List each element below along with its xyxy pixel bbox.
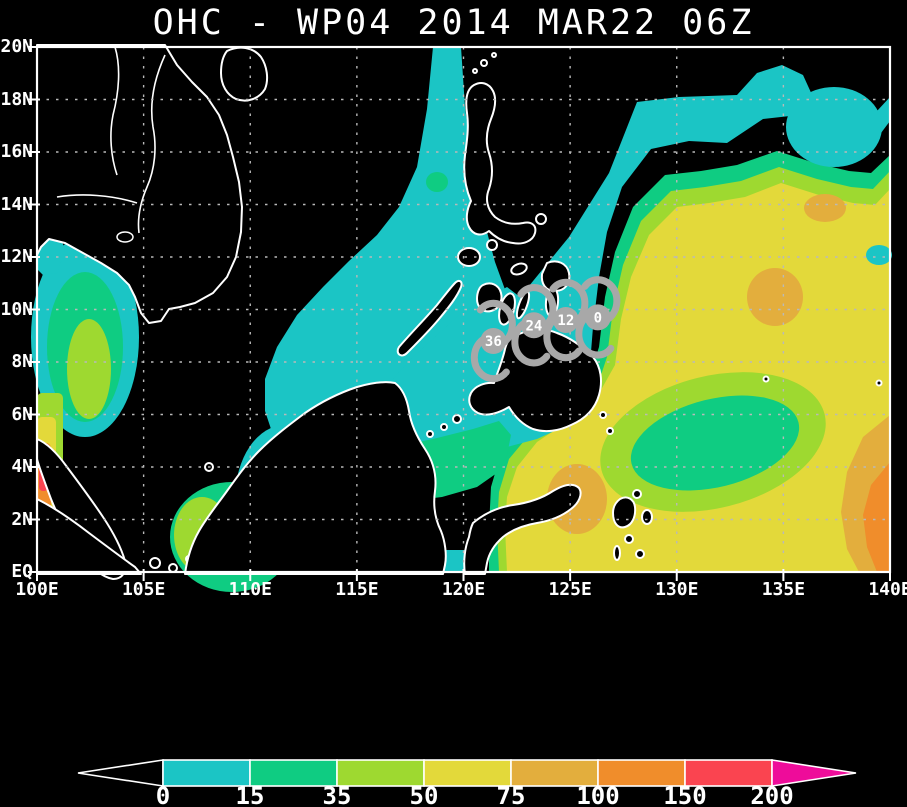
- lat-tick-label: 12N: [0, 246, 33, 267]
- colorbar-tick-label: 100: [576, 782, 619, 807]
- lat-tick-label: 16N: [0, 141, 33, 162]
- storm-symbol-24h: 24: [511, 284, 557, 367]
- lat-tick-label: 4N: [11, 456, 33, 477]
- lon-tick-label: 105E: [121, 579, 166, 600]
- cyclone-arm-icon: [575, 312, 615, 359]
- colorbar-tick-label: 15: [236, 782, 265, 807]
- lon-tick-label: 110E: [228, 579, 272, 600]
- colorbar-segment: [336, 759, 425, 787]
- cyclone-center-icon: [520, 312, 547, 339]
- colorbar-segment: [249, 759, 338, 787]
- lon-tick-label: 135E: [761, 579, 806, 600]
- lon-tick-label: 125E: [548, 579, 592, 600]
- cyclone-arm-icon: [549, 278, 589, 325]
- colorbar-over-arrow: [771, 759, 857, 787]
- colorbar-tick-label: 35: [323, 782, 352, 807]
- ohc-map-figure: 36 24 12 0: [28, 44, 892, 592]
- forecast-hour-label: 36: [485, 334, 502, 350]
- lat-tick-label: 6N: [11, 403, 33, 425]
- colorbar-tick-label: 0: [156, 782, 170, 807]
- page-title: OHC - WP04 2014 MAR22 06Z: [152, 3, 755, 43]
- colorbar-segment: [597, 759, 686, 787]
- colorbar-tick-label: 150: [663, 782, 706, 807]
- lon-tick-label: 115E: [335, 579, 379, 600]
- lon-tick-label: 140E: [868, 579, 907, 600]
- cyclone-arm-icon: [470, 336, 510, 383]
- colorbar-tick-label: 50: [410, 782, 439, 807]
- colorbar-segment: [423, 759, 512, 787]
- cyclone-arm-icon: [517, 284, 557, 330]
- lat-tick-label: 14N: [0, 193, 33, 215]
- map-frame: [28, 45, 892, 581]
- cyclone-center-icon: [552, 307, 579, 333]
- colorbar-tick-label: 200: [750, 782, 793, 807]
- lon-tick-label: 130E: [655, 579, 699, 600]
- colorbar-tick-label: 75: [497, 782, 526, 807]
- colorbar-segment: [684, 759, 773, 787]
- lat-tick-label: 2N: [11, 508, 33, 530]
- lat-lon-gridlines: [37, 47, 890, 572]
- lon-tick-label: 120E: [441, 579, 486, 600]
- cyclone-arm-icon: [581, 276, 621, 322]
- land-masses: [36, 44, 883, 580]
- lon-tick-label: 100E: [15, 579, 59, 600]
- storm-symbol-36h: 36: [470, 299, 516, 383]
- cyclone-center-icon: [480, 328, 507, 354]
- forecast-hour-label: 0: [594, 310, 602, 326]
- cyclone-arm-icon: [511, 320, 551, 367]
- storm-symbol-12h: 12: [543, 278, 589, 362]
- forecast-hour-label: 24: [525, 318, 542, 334]
- storm-symbol-0h: 0: [575, 276, 621, 359]
- lat-tick-label: 18N: [0, 88, 33, 110]
- cyclone-arm-icon: [543, 315, 583, 362]
- lat-tick-label: EQ: [11, 561, 33, 582]
- ohc-colorbar: 0 15 35 50 75 100 150 200: [77, 759, 857, 807]
- lat-tick-label: 8N: [11, 351, 33, 372]
- cyclone-center-icon: [584, 304, 611, 331]
- forecast-hour-label: 12: [557, 313, 574, 329]
- lat-tick-label: 10N: [0, 298, 33, 320]
- cyclone-arm-icon: [476, 299, 516, 346]
- storm-track-symbols: 36 24 12 0: [470, 276, 621, 383]
- lat-tick-label: 20N: [0, 36, 33, 57]
- map-canvas: 36 24 12 0: [28, 44, 892, 592]
- colorbar-under-arrow: [77, 759, 164, 787]
